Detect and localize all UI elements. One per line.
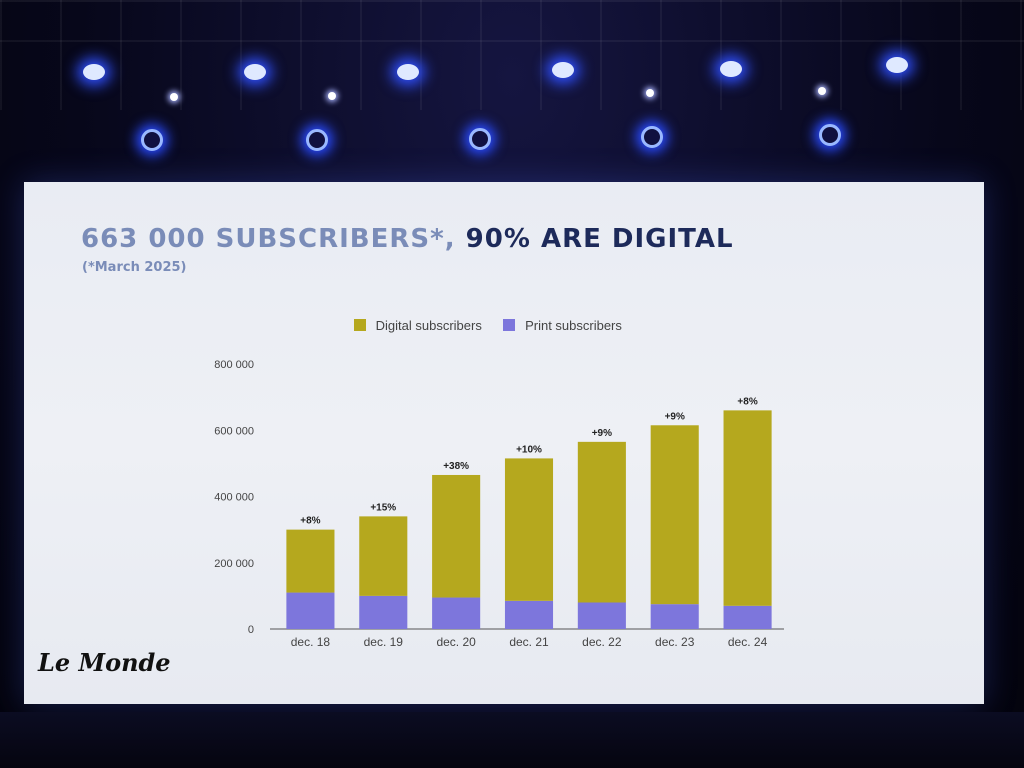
slide-title-lead: 663 000 SUBSCRIBERS*, bbox=[81, 224, 456, 254]
stage-light-icon bbox=[469, 128, 491, 150]
y-tick-label: 400 000 bbox=[214, 492, 254, 504]
x-tick-label: dec. 20 bbox=[436, 635, 476, 649]
growth-label: +8% bbox=[737, 396, 757, 407]
bar-digital bbox=[723, 410, 772, 606]
slide-subtitle: (*March 2025) bbox=[82, 260, 187, 275]
stage-light-icon bbox=[328, 92, 336, 100]
stage-light-icon bbox=[306, 129, 328, 151]
bar-digital bbox=[286, 529, 335, 593]
legend-swatch-digital bbox=[354, 319, 366, 331]
bar-digital bbox=[650, 425, 699, 605]
bar-digital bbox=[359, 516, 408, 596]
stage-light-icon bbox=[83, 64, 105, 80]
y-tick-label: 600 000 bbox=[214, 425, 254, 437]
stage-light-icon bbox=[641, 126, 663, 148]
x-tick-label: dec. 18 bbox=[291, 635, 331, 649]
stage-light-icon bbox=[170, 93, 178, 101]
slide-title: 663 000 SUBSCRIBERS*, 90% ARE DIGITAL bbox=[81, 224, 734, 254]
y-tick-label: 0 bbox=[248, 624, 254, 636]
chart-legend: Digital subscribers Print subscribers bbox=[354, 318, 640, 333]
stage-light-icon bbox=[720, 61, 742, 77]
x-tick-label: dec. 22 bbox=[582, 635, 622, 649]
subscribers-bar-chart: 0 200 000 400 000 600 000 800 000 +8% dec. 18 +… bbox=[214, 359, 784, 649]
growth-label: +38% bbox=[443, 461, 469, 472]
bar-print bbox=[286, 592, 335, 629]
legend-label-digital: Digital subscribers bbox=[375, 318, 482, 333]
growth-label: +9% bbox=[665, 411, 685, 422]
growth-label: +15% bbox=[370, 502, 396, 513]
growth-label: +8% bbox=[300, 516, 320, 527]
bar-print bbox=[359, 595, 408, 629]
stage-light-icon bbox=[552, 62, 574, 78]
legend-label-print: Print subscribers bbox=[525, 318, 622, 333]
bar-digital bbox=[577, 441, 626, 603]
stage-light-icon bbox=[886, 57, 908, 73]
legend-swatch-print bbox=[503, 319, 516, 331]
legend-item-digital: Digital subscribers bbox=[354, 318, 482, 333]
bar-print bbox=[650, 604, 699, 629]
stage-light-icon bbox=[397, 64, 419, 80]
stage-light-icon bbox=[819, 124, 841, 146]
x-tick-label: dec. 19 bbox=[364, 635, 404, 649]
bar-print bbox=[432, 597, 481, 629]
stage-light-icon bbox=[818, 87, 826, 95]
growth-label: +9% bbox=[592, 428, 612, 439]
x-tick-label: dec. 24 bbox=[728, 635, 768, 649]
bar-print bbox=[504, 600, 554, 629]
y-tick-label: 800 000 bbox=[214, 359, 254, 371]
lighting-truss bbox=[0, 0, 1024, 110]
stage-light-icon bbox=[646, 89, 654, 97]
x-tick-label: dec. 23 bbox=[655, 635, 695, 649]
x-tick-label: dec. 21 bbox=[509, 635, 549, 649]
bar-digital bbox=[432, 474, 481, 598]
legend-item-print: Print subscribers bbox=[503, 318, 622, 333]
bar-print bbox=[723, 605, 772, 629]
growth-label: +10% bbox=[516, 444, 542, 455]
y-tick-label: 200 000 bbox=[214, 558, 254, 570]
projection-screen: 663 000 SUBSCRIBERS*, 90% ARE DIGITAL (*… bbox=[24, 182, 984, 704]
bar-digital bbox=[504, 458, 554, 601]
stage-light-icon bbox=[244, 64, 266, 80]
slide-title-rest: 90% ARE DIGITAL bbox=[465, 224, 734, 254]
stage-floor bbox=[0, 712, 1024, 768]
bar-print bbox=[577, 602, 626, 629]
le-monde-logo: Le Monde bbox=[38, 648, 171, 677]
stage-light-icon bbox=[141, 129, 163, 151]
